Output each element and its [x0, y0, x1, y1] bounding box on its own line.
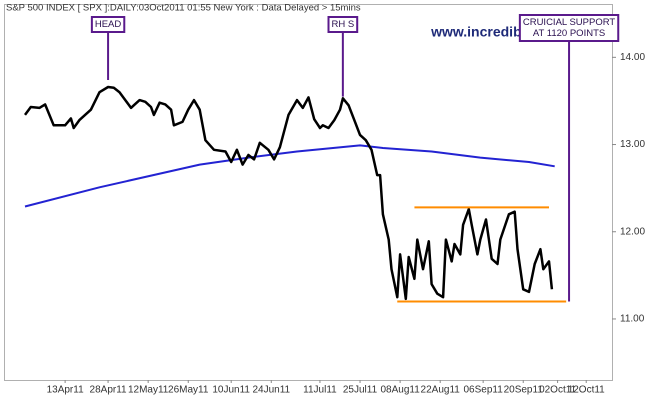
- annotation-text: AT 1120 POINTS: [533, 28, 605, 39]
- x-tick-label: 26May11: [168, 385, 209, 396]
- x-tick-label: 13Apr11: [47, 385, 85, 396]
- x-tick-label: 08Aug11: [380, 385, 420, 396]
- y-tick-label: 11.00: [620, 314, 645, 325]
- x-tick-label: 06Sep11: [464, 385, 504, 396]
- x-tick-label: 28Apr11: [90, 385, 128, 396]
- x-tick-label: 25Jul11: [343, 385, 378, 396]
- plot-frame: [4, 4, 613, 381]
- x-tick-label: 11Jul11: [303, 385, 337, 396]
- annotation-text: RH S: [332, 19, 355, 30]
- x-tick-label: 02Oct11: [539, 385, 576, 396]
- moving-average-line: [24, 144, 555, 208]
- x-tick-label: 24Jun11: [252, 385, 290, 396]
- price-line: [23, 85, 554, 301]
- annotation-box: [518, 14, 620, 42]
- annotation-text: CRUICIAL SUPPORT: [523, 17, 616, 28]
- x-tick-label: 12May11: [128, 385, 169, 396]
- y-tick-label: 13.00: [620, 139, 645, 150]
- x-tick-label: 20Sep11: [504, 385, 544, 396]
- x-tick-label: 10Jun11: [212, 385, 250, 396]
- chart-title: S&P 500 INDEX [ SPX ]:DAILY:03Oct2011 01…: [6, 3, 361, 14]
- x-tick-label: 22Aug11: [421, 385, 461, 396]
- y-tick-label: 14.00: [620, 52, 645, 63]
- annotation-text: HEAD: [95, 19, 122, 30]
- annotation-box: [327, 16, 359, 33]
- annotation-box: [90, 16, 126, 33]
- x-tick-label: 12Oct11: [568, 385, 605, 396]
- y-tick-label: 12.00: [620, 226, 645, 237]
